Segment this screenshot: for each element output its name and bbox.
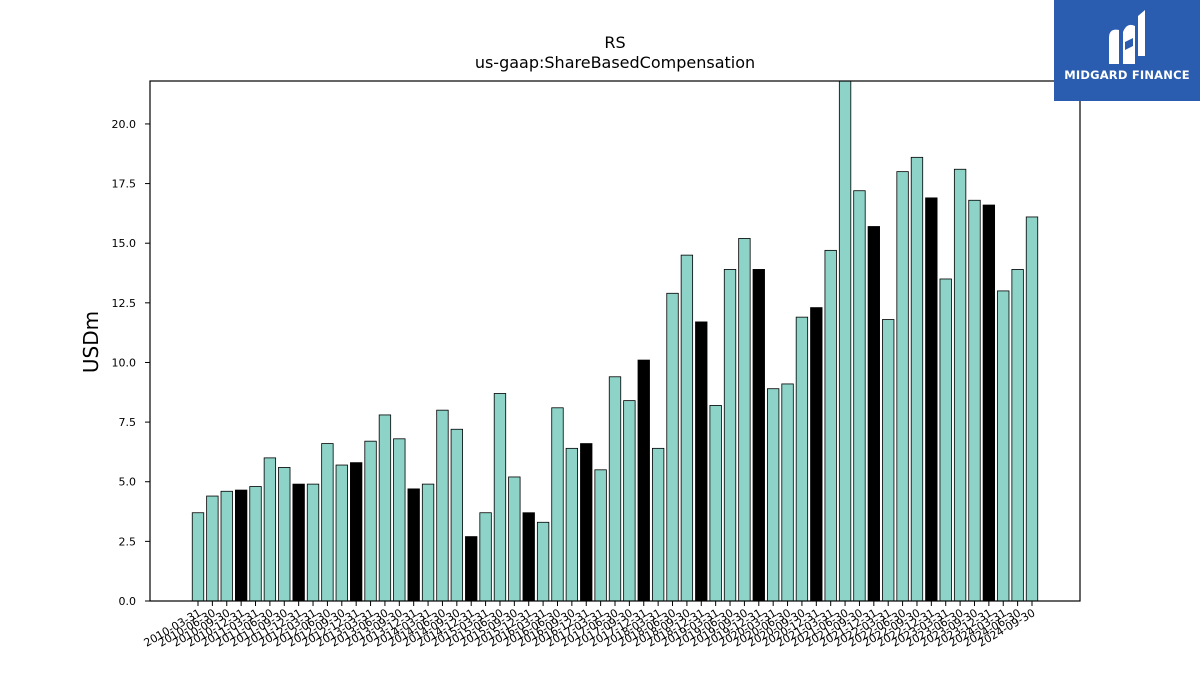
bar-2022-03-31 (882, 319, 895, 602)
bar-2012-03-31 (306, 483, 320, 602)
bar-2019-06-30 (723, 269, 737, 602)
bar-2015-09-30 (508, 476, 521, 602)
bar-2023-06-30 (953, 168, 967, 602)
bar-2014-03-31 (421, 483, 435, 602)
bar-2012-06-30 (321, 443, 334, 602)
bar-2018-09-30 (680, 254, 694, 602)
bar-2024-06-30 (1011, 269, 1024, 602)
y-tick-label: 20.0 (112, 118, 137, 131)
logo-text: MIDGARD FINANCE (1064, 68, 1190, 82)
bar-2017-03-31 (594, 469, 607, 602)
bar-2018-03-31 (651, 447, 665, 602)
bar-2017-06-30 (608, 376, 622, 602)
bar-2020-09-30 (795, 316, 809, 602)
bar-2010-06-30 (206, 495, 219, 602)
bar-2019-03-31 (709, 404, 722, 602)
bar-2015-03-31 (479, 512, 492, 602)
bar-2012-12-31 (350, 462, 363, 602)
bar-2017-12-31 (637, 359, 650, 602)
bar-2014-09-30 (450, 428, 463, 602)
bar-2022-06-30 (896, 171, 909, 602)
bar-2024-09-30 (1025, 216, 1039, 602)
y-axis-label: USDm (79, 311, 103, 373)
bar-2010-09-30 (220, 490, 233, 602)
bar-2023-03-31 (939, 278, 952, 602)
bar-2021-09-30 (853, 190, 866, 602)
chart-subtitle: us-gaap:ShareBasedCompensation (475, 53, 755, 72)
bar-2018-12-31 (695, 321, 708, 602)
bar-2013-03-31 (364, 440, 377, 602)
bar-2011-12-31 (292, 483, 305, 602)
bar-2013-12-31 (407, 488, 420, 602)
brand-logo: MIDGARD FINANCE (1054, 0, 1200, 101)
y-tick-label: 12.5 (112, 297, 137, 310)
y-tick-label: 7.5 (119, 416, 137, 429)
bar-2011-09-30 (278, 467, 291, 602)
bar-2016-06-30 (551, 407, 564, 602)
bar-2016-03-31 (536, 521, 550, 602)
bar-2019-12-31 (752, 269, 765, 602)
bar-2021-06-30 (838, 80, 852, 602)
y-tick-label: 15.0 (112, 237, 137, 250)
bar-2019-09-30 (738, 238, 751, 602)
bar-2011-06-30 (263, 457, 277, 602)
bar-2024-03-31 (997, 290, 1010, 602)
x-axis-ticks: 2010-03-312010-06-302010-09-302010-12-31… (142, 601, 1038, 650)
bar-2014-12-31 (465, 536, 478, 602)
bar-2023-12-31 (982, 204, 996, 602)
chart-title: RS (604, 33, 625, 52)
bar-2010-12-31 (234, 489, 248, 602)
bar-2016-12-31 (580, 443, 593, 602)
y-tick-label: 5.0 (119, 476, 137, 489)
bar-2013-09-30 (393, 438, 406, 602)
bar-2018-06-30 (666, 292, 679, 602)
bar-2022-12-31 (925, 197, 938, 602)
bar-2015-06-30 (493, 393, 507, 602)
bar-group (191, 80, 1039, 602)
y-tick-label: 17.5 (112, 178, 137, 191)
bar-2014-06-30 (436, 409, 449, 602)
bar-2016-09-30 (565, 447, 579, 602)
bar-2021-12-31 (867, 226, 880, 602)
bar-2012-09-30 (335, 464, 348, 602)
bar-2015-12-31 (522, 512, 535, 602)
logo-mark-icon (1109, 10, 1145, 64)
bar-2010-03-31 (191, 512, 205, 602)
bar-2023-09-30 (968, 199, 981, 602)
bar-2011-03-31 (249, 486, 262, 602)
bar-2020-03-31 (767, 388, 780, 602)
bar-2017-09-30 (623, 400, 636, 602)
bar-2013-06-30 (378, 414, 392, 602)
y-tick-label: 0.0 (119, 595, 137, 608)
y-tick-label: 10.0 (112, 356, 137, 369)
plot-frame (149, 80, 1081, 602)
bar-2021-03-31 (824, 249, 837, 602)
y-axis-ticks: 0.0 2.5 5.0 7.5 10.0 12.5 15.0 17.5 20.0 (112, 118, 150, 608)
bar-2020-06-30 (781, 383, 794, 602)
bar-2020-12-31 (810, 307, 823, 602)
y-tick-label: 2.5 (119, 535, 137, 548)
bar-2022-09-30 (910, 156, 924, 602)
